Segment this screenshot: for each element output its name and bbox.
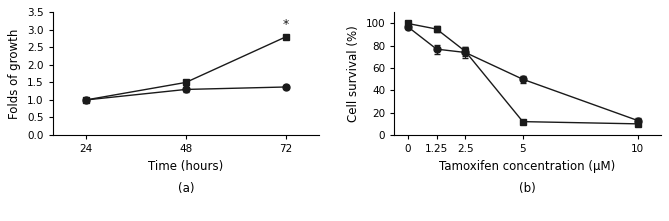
Text: (a): (a)	[177, 182, 194, 195]
Y-axis label: Folds of growth: Folds of growth	[8, 29, 21, 119]
X-axis label: Time (hours): Time (hours)	[149, 160, 223, 173]
Y-axis label: Cell survival (%): Cell survival (%)	[347, 25, 360, 122]
Text: (b): (b)	[519, 182, 536, 195]
Text: *: *	[283, 18, 289, 31]
X-axis label: Tamoxifen concentration (μM): Tamoxifen concentration (μM)	[440, 160, 615, 173]
